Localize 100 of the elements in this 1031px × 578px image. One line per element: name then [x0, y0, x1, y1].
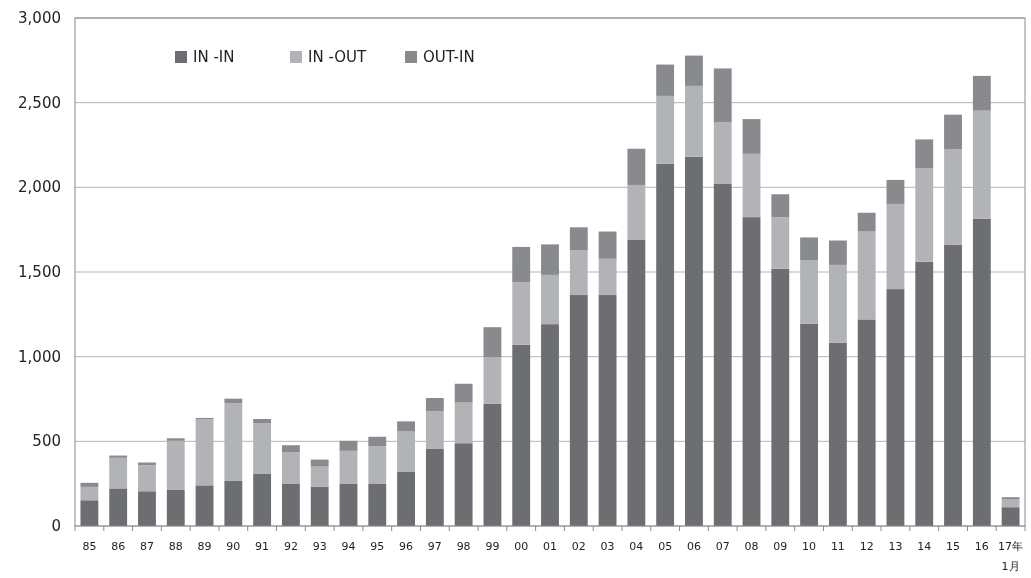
- x-tick-label: 95: [370, 540, 385, 553]
- bar: [828, 342, 847, 526]
- bar: [771, 217, 790, 269]
- bar: [166, 438, 185, 441]
- y-tick-label: 0: [51, 517, 61, 535]
- x-tick-label: 93: [312, 540, 327, 553]
- bar: [857, 319, 876, 526]
- x-tick-label: 09: [773, 540, 788, 553]
- bar: [397, 471, 415, 526]
- x-tick-label: 92: [283, 540, 298, 553]
- x-tick-label: 06: [686, 540, 701, 553]
- bar: [512, 246, 531, 283]
- bar: [569, 227, 588, 251]
- y-tick-label: 2,000: [18, 178, 61, 197]
- bar: [656, 163, 675, 526]
- x-tick-label: 86: [111, 540, 126, 553]
- bar: [713, 121, 732, 184]
- bar: [483, 403, 502, 526]
- bar: [310, 459, 329, 467]
- x-tick-label: 94: [341, 540, 356, 553]
- bar: [310, 486, 329, 526]
- x-tick-label: 85: [82, 540, 97, 553]
- bar: [339, 484, 358, 526]
- bar: [771, 194, 790, 218]
- x-tick-label: 98: [456, 540, 471, 553]
- x-tick-label: 17年 1月: [998, 540, 1024, 573]
- x-tick-label: 15: [946, 540, 961, 553]
- x-tick-label: 13: [888, 540, 903, 553]
- x-tick-label: 14: [917, 540, 932, 553]
- bar: [368, 446, 387, 485]
- bar: [425, 448, 444, 526]
- bar: [195, 485, 214, 526]
- bar: [800, 237, 819, 261]
- legend-label: OUT-IN: [423, 48, 475, 66]
- bar: [1001, 499, 1020, 508]
- bar: [368, 484, 387, 526]
- bar: [857, 212, 876, 232]
- bar: [944, 244, 962, 526]
- legend-label: IN -OUT: [308, 48, 368, 66]
- bar: [166, 489, 185, 526]
- bar: [541, 324, 559, 526]
- bar: [886, 289, 905, 526]
- bar: [109, 488, 128, 526]
- bar: [425, 397, 444, 412]
- x-tick-label: 90: [226, 540, 241, 553]
- x-tick-label: 87: [139, 540, 154, 553]
- bar: [598, 231, 617, 259]
- bar: [1001, 507, 1020, 526]
- x-tick-label: 05: [658, 540, 673, 553]
- x-tick-label: 89: [197, 540, 212, 553]
- bar: [569, 295, 588, 526]
- x-tick-label: 04: [629, 540, 644, 553]
- bar: [627, 148, 646, 185]
- y-tick-label: 1,000: [18, 347, 61, 366]
- bar: [742, 119, 761, 154]
- bar: [80, 486, 99, 501]
- bar: [281, 484, 300, 526]
- bar: [253, 474, 272, 526]
- bar: [598, 295, 617, 526]
- bar: [339, 450, 358, 485]
- bar: [828, 240, 847, 265]
- bar: [80, 482, 99, 487]
- bar: [541, 274, 559, 325]
- bar: [742, 217, 761, 526]
- x-tick-label: 10: [802, 540, 817, 553]
- y-tick-label: 3,000: [18, 9, 61, 27]
- y-tick-label: 2,500: [18, 93, 61, 112]
- x-tick-label: 03: [600, 540, 615, 553]
- bar: [454, 443, 473, 526]
- bar: [512, 282, 531, 345]
- bar: [483, 357, 502, 404]
- bar: [368, 436, 387, 447]
- x-tick-label: 96: [399, 540, 414, 553]
- bar: [886, 179, 905, 204]
- x-tick-label: 16: [974, 540, 989, 553]
- bar: [253, 418, 272, 424]
- bar: [944, 114, 962, 150]
- x-tick-label: 88: [168, 540, 183, 553]
- bar: [80, 500, 99, 526]
- bar: [483, 327, 502, 358]
- bar: [800, 323, 819, 526]
- bar: [627, 240, 646, 526]
- bar: [109, 455, 128, 458]
- bar: [915, 261, 934, 526]
- y-tick-label: 1,500: [18, 263, 61, 281]
- x-tick-label: 91: [255, 540, 270, 553]
- bar: [339, 440, 358, 451]
- bar: [713, 183, 732, 526]
- bar: [915, 139, 934, 169]
- bar: [138, 491, 156, 526]
- bar: [454, 383, 473, 403]
- bar: [281, 452, 300, 485]
- x-tick-label: 08: [744, 540, 759, 553]
- bar: [281, 445, 300, 453]
- bar: [972, 218, 991, 526]
- bar: [224, 480, 243, 526]
- x-tick-label: 99: [485, 540, 500, 553]
- legend-label: IN -IN: [193, 48, 235, 66]
- x-tick-label: 11: [830, 540, 845, 553]
- bar: [397, 421, 415, 432]
